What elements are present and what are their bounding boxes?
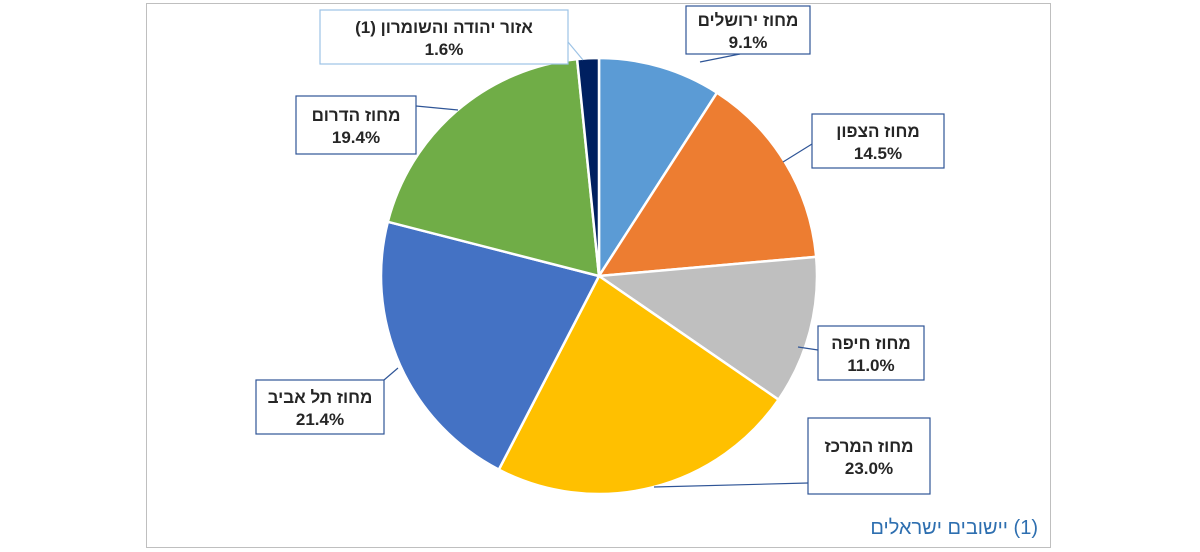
data-label-value: 14.5% xyxy=(854,144,902,163)
data-labels: מחוז ירושלים 9.1% מחוז הצפון 14.5% מחוז חיפה… xyxy=(255,5,945,495)
pie-slice xyxy=(497,274,781,496)
data-label-name: מחוז הצפון xyxy=(836,122,920,141)
data-label-box xyxy=(255,379,385,435)
pie-slice xyxy=(595,255,819,402)
pie-slice xyxy=(596,90,818,278)
pie-slice xyxy=(597,56,719,281)
leader-line xyxy=(567,41,584,61)
data-label-box xyxy=(817,325,925,381)
leader-line xyxy=(653,482,809,488)
data-label-value: 19.4% xyxy=(332,128,380,147)
leader-lines xyxy=(383,41,819,488)
leader-line xyxy=(415,105,459,111)
data-label-name: מחוז חיפה xyxy=(831,334,911,353)
leader-line xyxy=(383,367,399,381)
data-label-box xyxy=(685,5,811,55)
data-label-name: מחוז תל אביב xyxy=(268,388,373,407)
leader-line xyxy=(782,143,813,163)
data-label-name: מחוז הדרום xyxy=(312,106,401,125)
pie-slice xyxy=(379,220,601,472)
data-label-box xyxy=(807,417,931,495)
data-label-value: 11.0% xyxy=(847,356,894,375)
data-label-value: 1.6% xyxy=(425,40,464,59)
data-label-name: מחוז ירושלים xyxy=(698,11,799,30)
leader-line xyxy=(699,53,741,63)
data-label-name: מחוז המרכז xyxy=(824,437,913,456)
data-label-value: 23.0% xyxy=(845,459,893,478)
data-label-box xyxy=(319,9,569,65)
data-label-box xyxy=(295,95,417,155)
leader-line xyxy=(797,346,819,351)
pie-slices xyxy=(379,56,819,496)
footnote: (1) יישובים ישראלים xyxy=(870,517,1038,539)
pie-slice xyxy=(575,56,601,277)
data-label-value: 9.1% xyxy=(729,33,768,52)
data-label-value: 21.4% xyxy=(296,410,344,429)
data-label-box xyxy=(811,113,945,169)
data-label-name: אזור יהודה והשומרון (1) xyxy=(355,18,533,37)
